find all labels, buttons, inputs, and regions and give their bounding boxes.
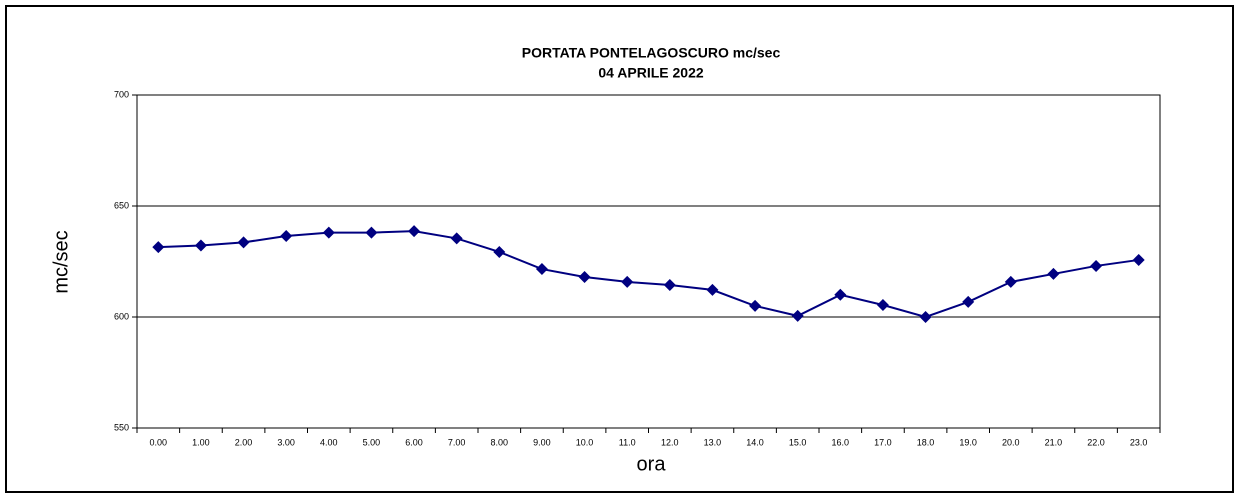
x-tick-label: 20.0 [1002, 437, 1020, 447]
x-tick-label: 22.0 [1087, 437, 1105, 447]
data-point [194, 239, 207, 252]
x-tick-label: 17.0 [874, 437, 892, 447]
data-point [706, 283, 719, 296]
data-point [280, 229, 293, 242]
y-tick-label: 650 [114, 200, 129, 210]
data-point [749, 299, 762, 312]
x-tick-label: 8.00 [491, 437, 509, 447]
data-point [1047, 267, 1060, 280]
y-tick-label: 700 [114, 89, 129, 99]
data-point [450, 232, 463, 245]
x-tick-label: 21.0 [1045, 437, 1063, 447]
plot-area [136, 94, 1161, 429]
x-tick-label: 10.0 [576, 437, 594, 447]
x-tick-label: 18.0 [917, 437, 935, 447]
x-tick-label: 15.0 [789, 437, 807, 447]
x-tick-label: 6.00 [405, 437, 423, 447]
x-tick-label: 2.00 [235, 437, 253, 447]
data-point [876, 299, 889, 312]
chart-subtitle: 04 APRILE 2022 [598, 65, 704, 81]
x-tick-label: 1.00 [192, 437, 210, 447]
x-tick-label: 12.0 [661, 437, 679, 447]
x-axis-label: ora [637, 453, 667, 475]
chart-title: PORTATA PONTELAGOSCURO mc/sec [522, 45, 781, 61]
x-tick-label: 9.00 [533, 437, 551, 447]
data-point [152, 241, 165, 254]
x-tick-label: 16.0 [832, 437, 850, 447]
series-line [158, 230, 1139, 319]
data-point [1132, 253, 1145, 266]
data-point [791, 309, 804, 322]
data-point [408, 225, 421, 238]
data-point [663, 279, 676, 292]
x-tick-label: 7.00 [448, 437, 466, 447]
data-point [535, 263, 548, 276]
x-tick-label: 3.00 [277, 437, 295, 447]
x-tick-label: 23.0 [1130, 437, 1148, 447]
data-point [621, 275, 634, 288]
y-tick-label: 600 [114, 311, 129, 321]
data-point [962, 295, 975, 308]
data-point [237, 236, 250, 249]
data-point [365, 226, 378, 239]
data-point [322, 226, 335, 239]
x-tick-label: 19.0 [959, 437, 977, 447]
data-point [578, 271, 591, 284]
x-tick-label: 14.0 [746, 437, 764, 447]
x-tick-label: 11.0 [619, 437, 636, 447]
x-tick-label: 4.00 [320, 437, 338, 447]
x-tick-label: 13.0 [704, 437, 722, 447]
data-point [1090, 259, 1103, 272]
x-tick-label: 5.00 [363, 437, 381, 447]
data-point [1004, 275, 1017, 288]
data-point [919, 311, 932, 323]
x-tick-label: 0.00 [150, 437, 168, 447]
data-point [834, 288, 847, 301]
y-axis-label: mc/sec [50, 230, 72, 293]
y-tick-label: 550 [114, 422, 129, 432]
data-point [493, 245, 506, 258]
